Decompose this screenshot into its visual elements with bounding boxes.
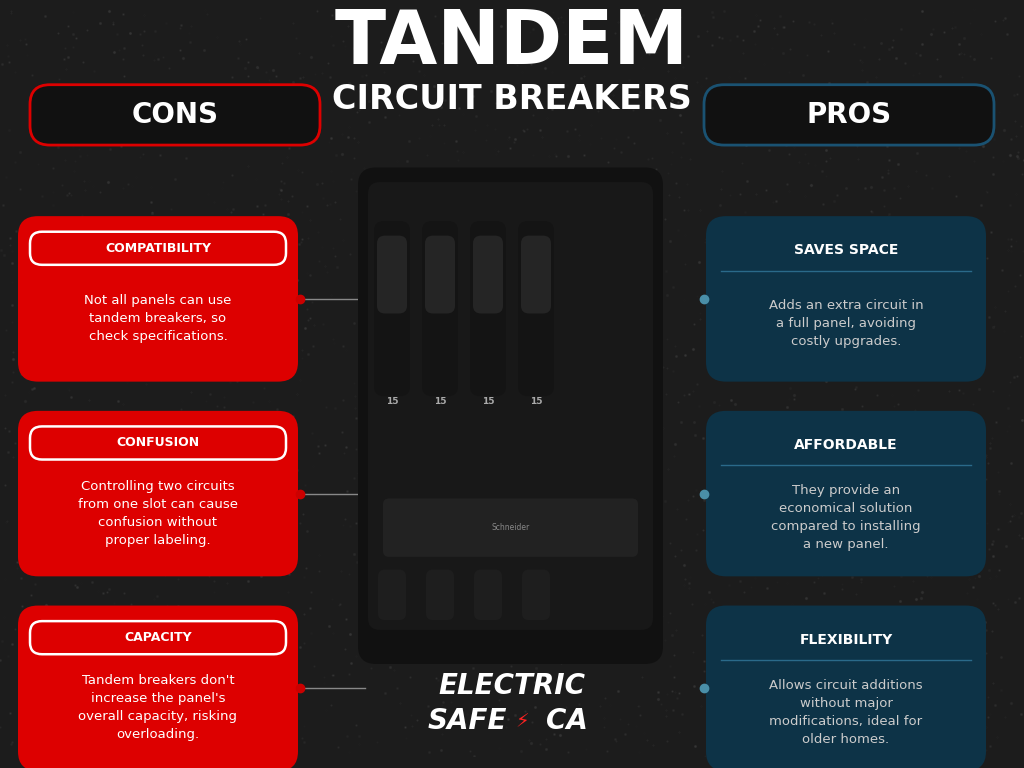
FancyBboxPatch shape	[473, 236, 503, 313]
Text: Not all panels can use
tandem breakers, so
check specifications.: Not all panels can use tandem breakers, …	[84, 294, 231, 343]
Text: 15: 15	[481, 396, 495, 406]
Text: CA: CA	[546, 707, 588, 736]
Text: 15: 15	[386, 396, 398, 406]
FancyBboxPatch shape	[30, 426, 286, 459]
Text: TANDEM: TANDEM	[335, 8, 689, 81]
FancyBboxPatch shape	[705, 84, 994, 145]
FancyBboxPatch shape	[368, 182, 653, 630]
FancyBboxPatch shape	[518, 221, 554, 396]
Text: SAFE: SAFE	[427, 707, 507, 736]
FancyBboxPatch shape	[358, 167, 663, 664]
FancyBboxPatch shape	[30, 621, 286, 654]
FancyBboxPatch shape	[18, 605, 298, 768]
FancyBboxPatch shape	[706, 216, 986, 382]
FancyBboxPatch shape	[30, 84, 319, 145]
Text: CIRCUIT BREAKERS: CIRCUIT BREAKERS	[332, 83, 692, 116]
FancyBboxPatch shape	[422, 221, 458, 396]
FancyBboxPatch shape	[383, 498, 638, 557]
FancyBboxPatch shape	[374, 221, 410, 396]
FancyBboxPatch shape	[18, 411, 298, 576]
FancyBboxPatch shape	[377, 236, 407, 313]
FancyBboxPatch shape	[378, 570, 406, 620]
FancyBboxPatch shape	[426, 570, 454, 620]
FancyBboxPatch shape	[470, 221, 506, 396]
FancyBboxPatch shape	[425, 236, 455, 313]
Text: Allows circuit additions
without major
modifications, ideal for
older homes.: Allows circuit additions without major m…	[769, 679, 923, 746]
Text: 15: 15	[529, 396, 543, 406]
Text: 15: 15	[434, 396, 446, 406]
Text: Controlling two circuits
from one slot can cause
confusion without
proper labeli: Controlling two circuits from one slot c…	[78, 479, 238, 547]
Text: SAVES SPACE: SAVES SPACE	[794, 243, 898, 257]
Text: COMPATIBILITY: COMPATIBILITY	[105, 242, 211, 255]
Text: Adds an extra circuit in
a full panel, avoiding
costly upgrades.: Adds an extra circuit in a full panel, a…	[769, 299, 924, 348]
FancyBboxPatch shape	[18, 216, 298, 382]
Text: FLEXIBILITY: FLEXIBILITY	[800, 633, 893, 647]
Text: Tandem breakers don't
increase the panel's
overall capacity, risking
overloading: Tandem breakers don't increase the panel…	[79, 674, 238, 741]
Text: They provide an
economical solution
compared to installing
a new panel.: They provide an economical solution comp…	[771, 485, 921, 551]
FancyBboxPatch shape	[30, 232, 286, 265]
FancyBboxPatch shape	[706, 411, 986, 576]
Text: PROS: PROS	[807, 101, 892, 129]
Text: CONS: CONS	[131, 101, 218, 129]
FancyBboxPatch shape	[521, 236, 551, 313]
FancyBboxPatch shape	[474, 570, 502, 620]
Text: Schneider: Schneider	[492, 523, 529, 532]
Text: AFFORDABLE: AFFORDABLE	[795, 438, 898, 452]
Text: ELECTRIC: ELECTRIC	[438, 672, 586, 700]
Text: CONFUSION: CONFUSION	[117, 436, 200, 449]
FancyBboxPatch shape	[522, 570, 550, 620]
Text: CAPACITY: CAPACITY	[124, 631, 191, 644]
FancyBboxPatch shape	[706, 605, 986, 768]
Text: ⚡: ⚡	[515, 712, 528, 731]
